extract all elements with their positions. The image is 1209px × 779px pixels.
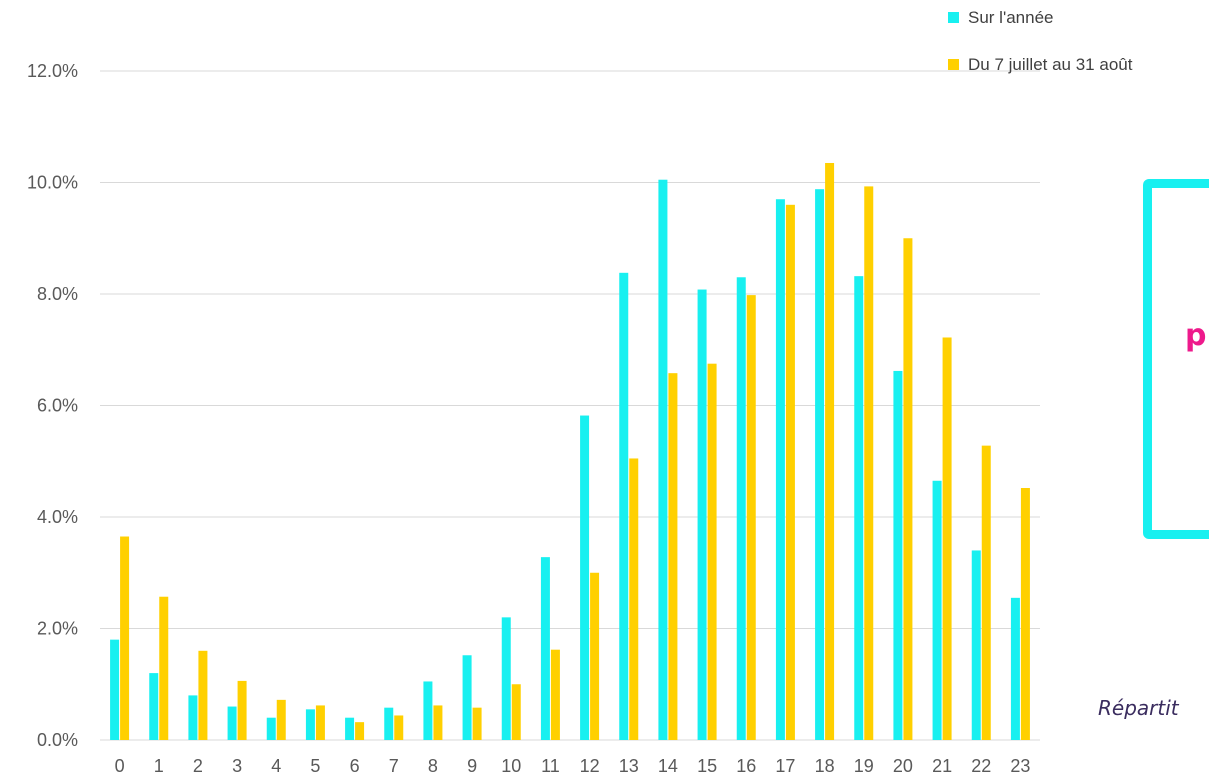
x-tick-label: 16 [736, 756, 756, 776]
x-tick-label: 15 [697, 756, 717, 776]
bar-series-1 [580, 415, 590, 740]
bar-series-1 [619, 272, 629, 740]
y-tick-label: 2.0% [37, 619, 78, 639]
x-tick-label: 1 [154, 756, 164, 776]
bar-series-2 [785, 204, 795, 741]
bar-series-2 [315, 705, 325, 740]
legend: Sur l'année Du 7 juillet au 31 août [948, 8, 1133, 74]
x-axis-ticks: 0 1 2 3 4 5 6 7 8 9 10 11 12 13 14 15 16 17 18 19 20 21 22 23 [115, 756, 1031, 776]
bar-series-2 [825, 162, 835, 741]
bar-series-2 [746, 295, 756, 740]
x-tick-label: 22 [971, 756, 991, 776]
bar-series-1 [658, 179, 668, 740]
bar-series-1 [501, 617, 511, 740]
bar-series-1 [149, 673, 159, 740]
bar-series-2 [590, 572, 600, 740]
bar-series-1 [854, 276, 864, 740]
bar-series-1 [462, 655, 472, 740]
gridlines [100, 70, 1040, 741]
x-tick-label: 3 [232, 756, 242, 776]
bar-series-2 [159, 596, 169, 740]
y-tick-label: 0.0% [37, 730, 78, 750]
bar-series-2 [668, 373, 678, 740]
legend-label: Sur l'année [968, 8, 1053, 27]
callout-text: p [1185, 318, 1207, 353]
x-tick-label: 21 [932, 756, 952, 776]
x-tick-label: 10 [501, 756, 521, 776]
bar-series-2 [472, 707, 482, 740]
bar-series-1 [305, 709, 315, 740]
bar-series-1 [971, 550, 981, 740]
legend-swatch [948, 59, 959, 70]
x-tick-label: 23 [1010, 756, 1030, 776]
x-tick-label: 0 [115, 756, 125, 776]
x-tick-label: 17 [775, 756, 795, 776]
x-tick-label: 13 [619, 756, 639, 776]
chart-caption: Répartit [1098, 696, 1179, 720]
bar-series-1 [188, 695, 198, 740]
x-tick-label: 12 [580, 756, 600, 776]
bar-series-2 [355, 722, 365, 740]
bar-series-2 [511, 684, 521, 740]
bar-series-2 [120, 536, 130, 740]
bar-series-2 [198, 650, 208, 740]
bar-series-1 [697, 289, 707, 740]
legend-label: Du 7 juillet au 31 août [968, 55, 1133, 74]
bar-series-2 [433, 705, 443, 740]
x-tick-label: 19 [854, 756, 874, 776]
x-tick-label: 7 [389, 756, 399, 776]
x-tick-label: 8 [428, 756, 438, 776]
y-tick-label: 6.0% [37, 396, 78, 416]
y-tick-label: 12.0% [27, 61, 78, 81]
y-tick-label: 10.0% [27, 173, 78, 193]
bar-series-2 [942, 337, 952, 740]
bar-series-2 [629, 458, 639, 740]
bar-series-2 [276, 699, 286, 740]
legend-swatch [948, 12, 959, 23]
bar-series-1 [423, 681, 433, 740]
bar-series-1 [266, 717, 276, 740]
bar-series-1 [345, 717, 355, 740]
bar-series-2 [1020, 488, 1030, 740]
bar-series-2 [981, 445, 991, 740]
y-tick-label: 8.0% [37, 284, 78, 304]
x-tick-label: 4 [271, 756, 281, 776]
x-tick-label: 9 [467, 756, 477, 776]
x-tick-label: 20 [893, 756, 913, 776]
x-tick-label: 14 [658, 756, 678, 776]
x-tick-label: 5 [310, 756, 320, 776]
bar-series-1 [540, 557, 550, 740]
bar-series-2 [394, 715, 404, 740]
bar-series-1 [110, 639, 120, 740]
bar-series-2 [864, 186, 874, 741]
x-tick-label: 6 [350, 756, 360, 776]
y-tick-label: 4.0% [37, 507, 78, 527]
bar-series-1 [815, 189, 825, 740]
x-tick-label: 18 [815, 756, 835, 776]
bar-series-1 [932, 480, 942, 740]
bar-series-1 [1010, 597, 1020, 740]
x-tick-label: 11 [541, 756, 560, 776]
bar-series-2 [237, 680, 247, 740]
x-tick-label: 2 [193, 756, 203, 776]
callout-box [1143, 179, 1209, 539]
bar-series-1 [775, 199, 785, 741]
bar-series-2 [707, 363, 717, 740]
y-axis-ticks: 0.0% 2.0% 4.0% 6.0% 8.0% 10.0% 12.0% [27, 61, 78, 750]
bar-series-1 [384, 707, 394, 740]
bar-series-1 [227, 706, 237, 740]
bar-series-1 [736, 277, 746, 740]
bars [110, 162, 1030, 741]
bar-series-2 [550, 649, 560, 740]
bar-series-2 [903, 238, 913, 740]
bar-series-1 [893, 370, 903, 740]
